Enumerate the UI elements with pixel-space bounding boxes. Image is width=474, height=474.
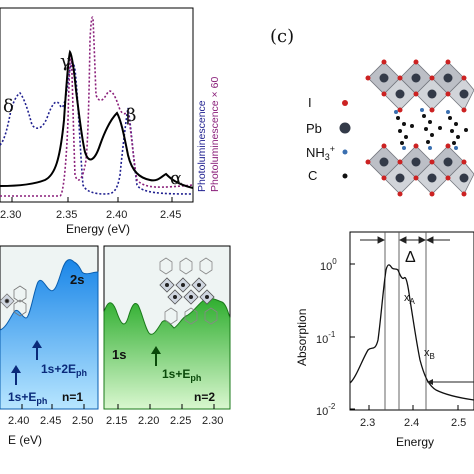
absorption-xlabel: Energy (396, 435, 434, 449)
xtick-b2-2: 2.25 (170, 415, 191, 427)
legend-nh3-dot (342, 149, 348, 155)
panel-a: δ γ β α 2.30 2.35 2.40 2.45 Energy (eV) … (0, 7, 221, 236)
molecule-n1-icon (0, 285, 27, 317)
legend-c-dot (342, 173, 348, 179)
panel-b-xlabel: E (eV) (8, 433, 42, 447)
species-legend: I Pb NH3+ C (306, 95, 351, 183)
arrow-n2-1s-eph-head (151, 346, 161, 354)
panel-b-right: 1s 1s+Eph n=2 (103, 245, 231, 427)
panel-b-left-xticks (21, 404, 85, 409)
xtick-b2-3: 2.30 (202, 415, 223, 427)
xtick-c-0: 2.3 (360, 417, 375, 429)
label-1s-2eph: 1s+2Eph (41, 362, 87, 378)
absorption-curve (349, 264, 474, 401)
arrow-xb-left-head (427, 379, 433, 385)
delta-indicator (360, 236, 450, 244)
label-xb: xB (424, 347, 435, 361)
panel-c-letter: (c) (270, 26, 294, 47)
label-2s: 2s (70, 272, 84, 287)
pl-dotted-purple-curve (0, 16, 194, 197)
label-n2-1s-eph: 1s+Eph (162, 367, 201, 383)
legend-photoluminescence-x60: Photoluminescence × 60 (209, 77, 221, 192)
ytick-c-0: 100 (320, 257, 337, 273)
absorption-plot-frame (349, 231, 474, 411)
ytick-c-2: 10-2 (316, 402, 336, 418)
crystal-structure-illustration (365, 59, 474, 197)
legend-i-label: I (308, 95, 312, 110)
absorption-vertical-lines (384, 232, 427, 410)
arrow-1s-2eph-head (32, 340, 42, 348)
xtick-a-0: 2.30 (0, 209, 21, 221)
panel-a-frame (0, 7, 194, 203)
panel-b-right-xticks (117, 404, 215, 409)
xtick-b1-1: 2.45 (40, 415, 61, 427)
xtick-b2-1: 2.20 (138, 415, 159, 427)
delta-label: Δ (405, 249, 416, 266)
pl-solid-curve (0, 49, 194, 189)
ytick-c-1: 10-1 (316, 330, 336, 346)
panel-b-left: 2s 1s+2Eph 1s+Eph n=1 2.40 2.45 2.50 (0, 245, 99, 427)
label-n1: n=1 (62, 390, 83, 404)
xtick-a-1: 2.35 (56, 209, 77, 221)
panel-a-xticks (11, 197, 173, 202)
xtick-c-2: 2.5 (451, 417, 466, 429)
label-xa: xA (404, 292, 416, 306)
peak-beta-label: β (126, 105, 136, 126)
legend-i-dot (342, 100, 348, 106)
arrow-1s-eph-head (11, 365, 21, 373)
peak-delta-label: δ (3, 96, 14, 117)
molecule-n2-icon (159, 257, 218, 325)
panel-a-xlabel: Energy (eV) (66, 222, 130, 236)
legend-pb-dot (339, 122, 351, 134)
peak-gamma-label: γ (60, 51, 71, 72)
panel-c: (c) I Pb NH3+ C (270, 26, 474, 449)
legend-photoluminescence: Photoluminescence (196, 100, 208, 192)
xtick-a-3: 2.45 (160, 209, 181, 221)
absorption-ylabel: Absorption (295, 309, 309, 366)
peak-alpha-label: α (170, 168, 182, 189)
absorption-xticks (368, 405, 459, 410)
absorption-fill-n1 (0, 259, 99, 410)
xtick-a-2: 2.40 (106, 209, 127, 221)
absorption-fill-n2 (103, 297, 231, 410)
xtick-b1-0: 2.40 (8, 415, 29, 427)
legend-pb-label: Pb (306, 121, 322, 136)
legend-c-label: C (308, 168, 317, 183)
label-1s: 1s (112, 347, 126, 362)
xtick-b2-0: 2.15 (106, 415, 127, 427)
label-n2: n=2 (194, 390, 215, 404)
absorption-yticks (350, 263, 355, 410)
xtick-c-1: 2.4 (404, 417, 419, 429)
xtick-b1-2: 2.50 (72, 415, 93, 427)
legend-nh3-label: NH3+ (306, 144, 335, 162)
label-1s-eph: 1s+Eph (8, 390, 47, 406)
